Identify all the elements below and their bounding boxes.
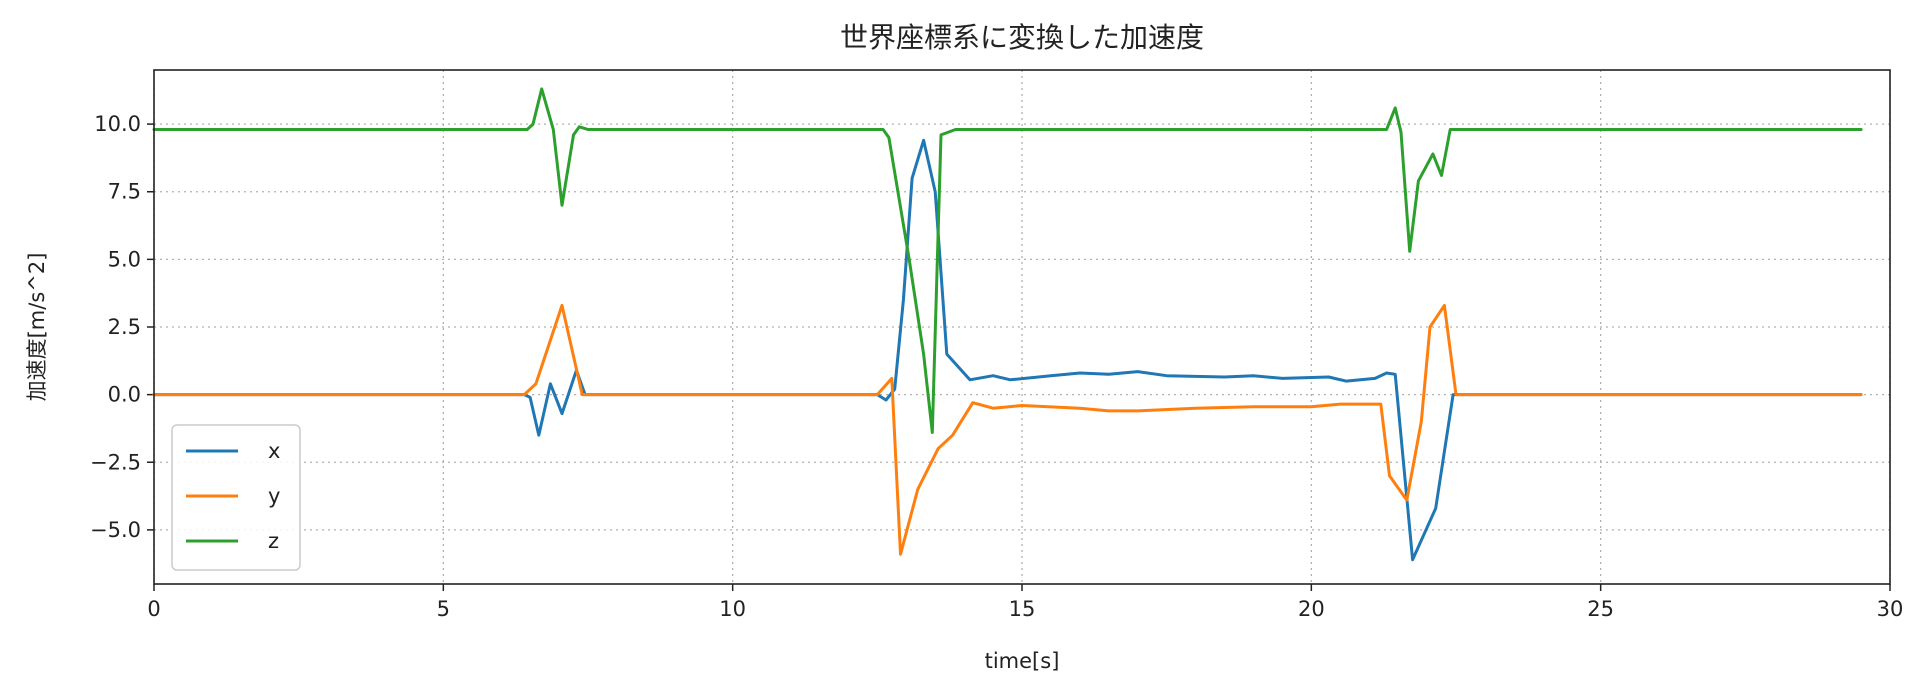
- series-line-z: [152, 87, 1863, 434]
- legend-label-x: x: [268, 439, 280, 463]
- x-tick-label: 0: [147, 597, 160, 621]
- grid-lines: [153, 70, 1891, 584]
- y-tick-label: 0.0: [108, 383, 141, 407]
- series-line-y: [152, 303, 1863, 556]
- x-axis-label: time[s]: [985, 649, 1060, 673]
- legend-items: xyz: [186, 439, 280, 553]
- series-line-x: [152, 138, 1863, 562]
- y-tick-label: −2.5: [90, 450, 141, 474]
- legend: xyz: [171, 424, 301, 571]
- x-tick-label: 10: [719, 597, 746, 621]
- y-tick-label: −5.0: [90, 518, 141, 542]
- plot-frame: [153, 69, 1891, 585]
- y-tick-label: 10.0: [94, 112, 141, 136]
- chart-title: 世界座標系に変換した加速度: [840, 21, 1204, 54]
- y-tick-label: 7.5: [108, 180, 141, 204]
- y-tick-label: 5.0: [108, 247, 141, 271]
- legend-label-y: y: [268, 484, 280, 508]
- x-tick-label: 30: [1877, 597, 1904, 621]
- x-tick-label: 25: [1587, 597, 1614, 621]
- axis-ticks: 0 5 10 15 20 25 30 −5.0 −2.5 0.0 2.5 5.0 7.5 10.0: [90, 112, 1903, 621]
- y-axis-label: 加速度[m/s^2]: [25, 253, 49, 402]
- x-tick-label: 5: [437, 597, 450, 621]
- y-tick-label: 2.5: [108, 315, 141, 339]
- x-tick-label: 20: [1298, 597, 1325, 621]
- legend-label-z: z: [268, 529, 279, 553]
- x-tick-label: 15: [1009, 597, 1036, 621]
- series-lines: [152, 87, 1863, 562]
